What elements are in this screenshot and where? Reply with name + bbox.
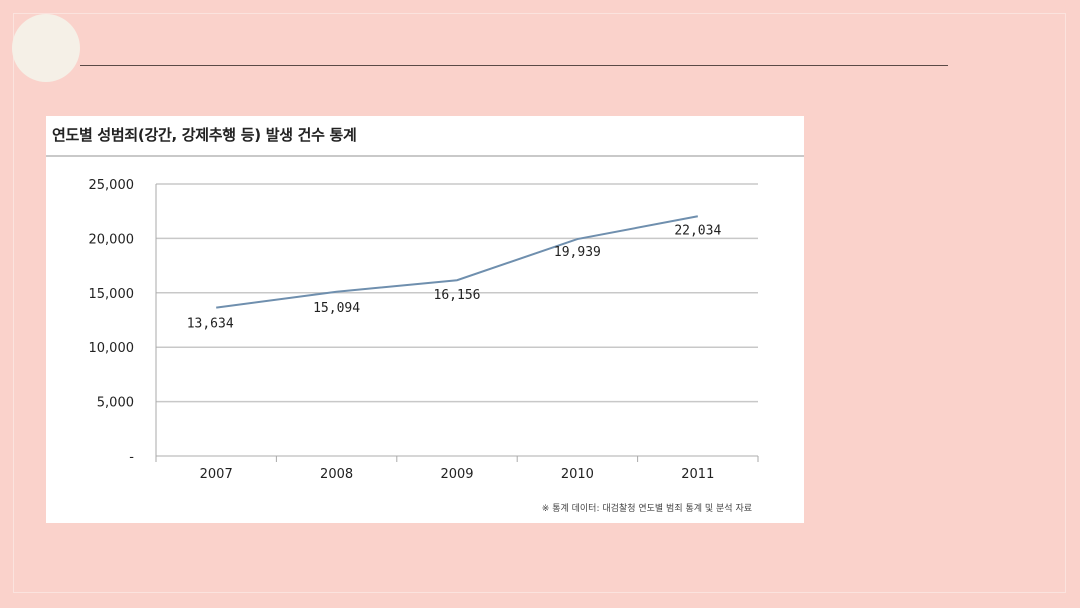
chart-title: 연도별 성범죄(강간, 강제추행 등) 발생 건수 통계 [52, 126, 357, 144]
line-chart: - 5,000 10,000 15,000 20,000 25,000 2007 2008 20… [89, 178, 759, 482]
chart-footnote: ※ 통계 데이터: 대검찰청 연도별 범죄 통계 및 분석 자료 [541, 504, 752, 514]
x-tick-label: 2010 [561, 467, 594, 482]
series-line [216, 215, 698, 309]
y-tick-label: 5,000 [97, 396, 134, 411]
data-label: 15,094 [313, 301, 360, 316]
decorative-circle [12, 14, 80, 82]
title-divider [46, 155, 804, 157]
x-tick-label: 2011 [681, 467, 714, 482]
y-tick-label: 20,000 [89, 232, 135, 247]
slide-frame [13, 13, 1066, 593]
data-label: 16,156 [434, 288, 481, 303]
data-label: 13,634 [187, 317, 234, 332]
y-tick-label: 10,000 [89, 341, 135, 356]
data-label: 19,939 [554, 245, 601, 260]
y-tick-label: 25,000 [89, 178, 135, 193]
x-tick-label: 2007 [200, 467, 233, 482]
y-tick-label: 15,000 [89, 287, 135, 302]
header-rule [80, 65, 948, 66]
y-tick-label: - [129, 450, 134, 465]
data-label: 22,034 [674, 223, 721, 238]
x-tick-label: 2009 [440, 467, 473, 482]
chart-card: 연도별 성범죄(강간, 강제추행 등) 발생 건수 통계 - 5,000 10,00… [46, 116, 804, 523]
x-tick-label: 2008 [320, 467, 353, 482]
